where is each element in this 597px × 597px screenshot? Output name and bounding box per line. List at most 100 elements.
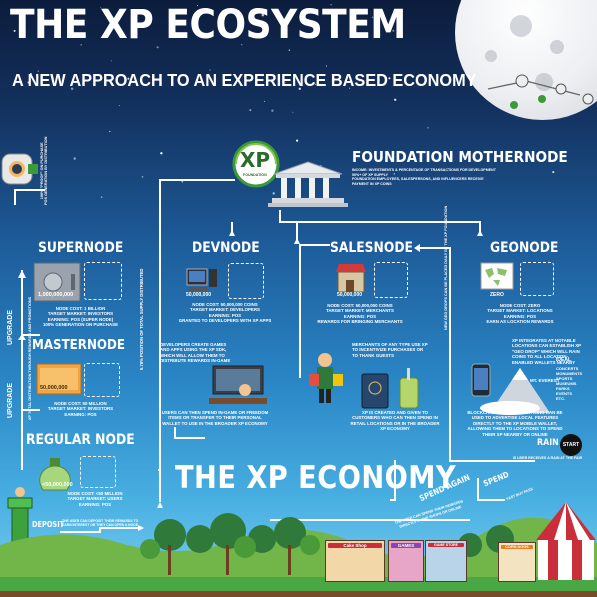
star [209,69,211,71]
geonode-description: NODE COST: ZERO TARGET MARKET: LOCATIONS… [486,303,554,325]
regular-node-title: REGULAR NODE [26,432,135,448]
star [70,87,74,91]
rain-label: RAIN [537,438,559,448]
geo-locations-text: XP INTEGRATES AT NOTABLE LOCATIONS CAN E… [512,338,582,365]
star [127,77,130,80]
devnode-coin-box [228,263,264,299]
star [295,139,299,142]
star [400,30,403,33]
star [292,111,294,113]
star [30,72,32,75]
foundation-description: INCOME: INVESTMENTS & PERCENTAGE OF TRAN… [352,168,496,186]
star [298,87,301,90]
star [109,130,111,133]
vertical-note-supply: 5.78% POSITION OF TOTAL SUPPLY DISTRIBUT… [139,268,144,370]
salesnode-amount: 50,000,000 [337,292,363,298]
rocket-illustration [487,74,594,109]
salesnode-description: NODE COST: 50,000,000 COINS TARGET MARKE… [317,303,403,325]
star [393,173,395,175]
star [326,65,328,67]
geonode-amount: ZERO [490,292,504,298]
star [110,60,112,62]
star [371,16,374,19]
star [314,83,316,85]
star [330,4,332,6]
star [427,127,429,129]
supernode-coin-box [84,262,122,300]
page-title: THE XP ECOSYSTEM [10,2,406,48]
world-map-icon [480,262,514,290]
cake-shop: Cake Shop [325,540,385,582]
vertical-note-proof: 100% "PROOF" ON PURCHASE POS GENERATION … [40,136,48,205]
star [284,82,286,84]
computer-icon [186,268,217,291]
regular-node-coin-box [80,456,116,488]
mt-everest-label: MT. EVEREST [530,378,560,383]
deposit-label: DEPOSIT [32,520,65,529]
devnode-apps-text: DEVELOPERS CREATE GAMES AND APPS USING T… [160,342,231,364]
star [181,180,184,183]
games-shop: GAMES [388,540,424,582]
xp-foundation-logo [232,140,280,188]
shop-icon [336,264,366,293]
devnode-description: NODE COST: 50,000,000 COINS TARGET MARKE… [178,302,272,324]
start-badge: START [560,434,582,456]
merchants-text: MERCHANTS OF ANY TYPE USE XP TO INCENTIV… [352,342,428,358]
supernode-description: NODE COST: 1 BILLION TARGET MARKET: INVE… [42,306,119,328]
geonode-title: GEONODE [490,240,559,256]
game-store-sign: GAME STORE [428,543,464,547]
star [100,196,103,198]
star [249,109,252,112]
upgrade-label-2: UPGRADE [7,382,14,418]
star [264,100,266,102]
passport-and-drink-icon [361,368,419,409]
masternode-description: NODE COST: 50 MILLION TARGET MARKET: INV… [47,401,114,417]
star [37,70,39,72]
page-subtitle: A NEW APPROACH TO AN EXPERIENCE BASED EC… [12,70,477,90]
masternode-amount: 50,000,000 [40,385,68,391]
star [393,98,397,102]
star [141,175,144,178]
vertical-note-geo-drops: NEW GEO DROPS CAN BE PLACED DAILY BY THE… [444,205,448,330]
cake-shop-sign: Cake Shop [328,543,382,548]
star [27,81,30,84]
masternode-title: MASTERNODE [32,337,125,353]
vertical-note-distribution: XP TOTAL DISTRIBUTION THROUGH REWARDS AN… [28,296,32,420]
star [261,13,265,17]
star [118,104,121,107]
shopper-icon [309,353,343,403]
star [392,29,395,32]
star [13,29,16,32]
cash-stack-icon [36,363,82,395]
developer-desk-illustration [209,365,267,404]
circus-tent-icon [536,502,596,580]
regular-node-amount: <50,000,000 [42,482,73,488]
supernode-title: SUPERNODE [38,240,124,256]
games-shop-sign: GAMES [391,543,421,548]
star [100,7,102,8]
corn-dog-sign: CORN DOGS [501,545,533,549]
money-bag-icon [39,458,71,491]
star [271,109,274,112]
star [45,175,47,177]
deposit-description: THE USER CAN DEPOSIT THEIR REWARDS TO EA… [62,519,139,527]
xp-economy-title: THE XP ECONOMY [175,460,457,496]
safe-icon [33,262,81,302]
star [80,43,83,46]
ideal-heading: IDEAL [556,357,571,363]
star [391,14,394,17]
xp-created-text: XP IS CREATED AND GIVEN TO CUSTOMERS WHO… [350,410,440,432]
salesnode-title: SALESNODE [330,240,413,256]
star [552,171,555,174]
foundation-title: FOUNDATION MOTHERNODE [352,148,568,166]
star [160,152,163,155]
bank-building-icon [268,161,348,207]
supernode-amount: 1,000,000,000 [38,292,74,298]
ideal-list: CONCERTS MONUMENTS SPORTS MUSEUMS PARKS … [556,366,583,401]
star [103,8,107,12]
star [240,43,243,46]
salesnode-coin-box [374,262,408,298]
astronaut-capsule-icon [1,153,38,185]
